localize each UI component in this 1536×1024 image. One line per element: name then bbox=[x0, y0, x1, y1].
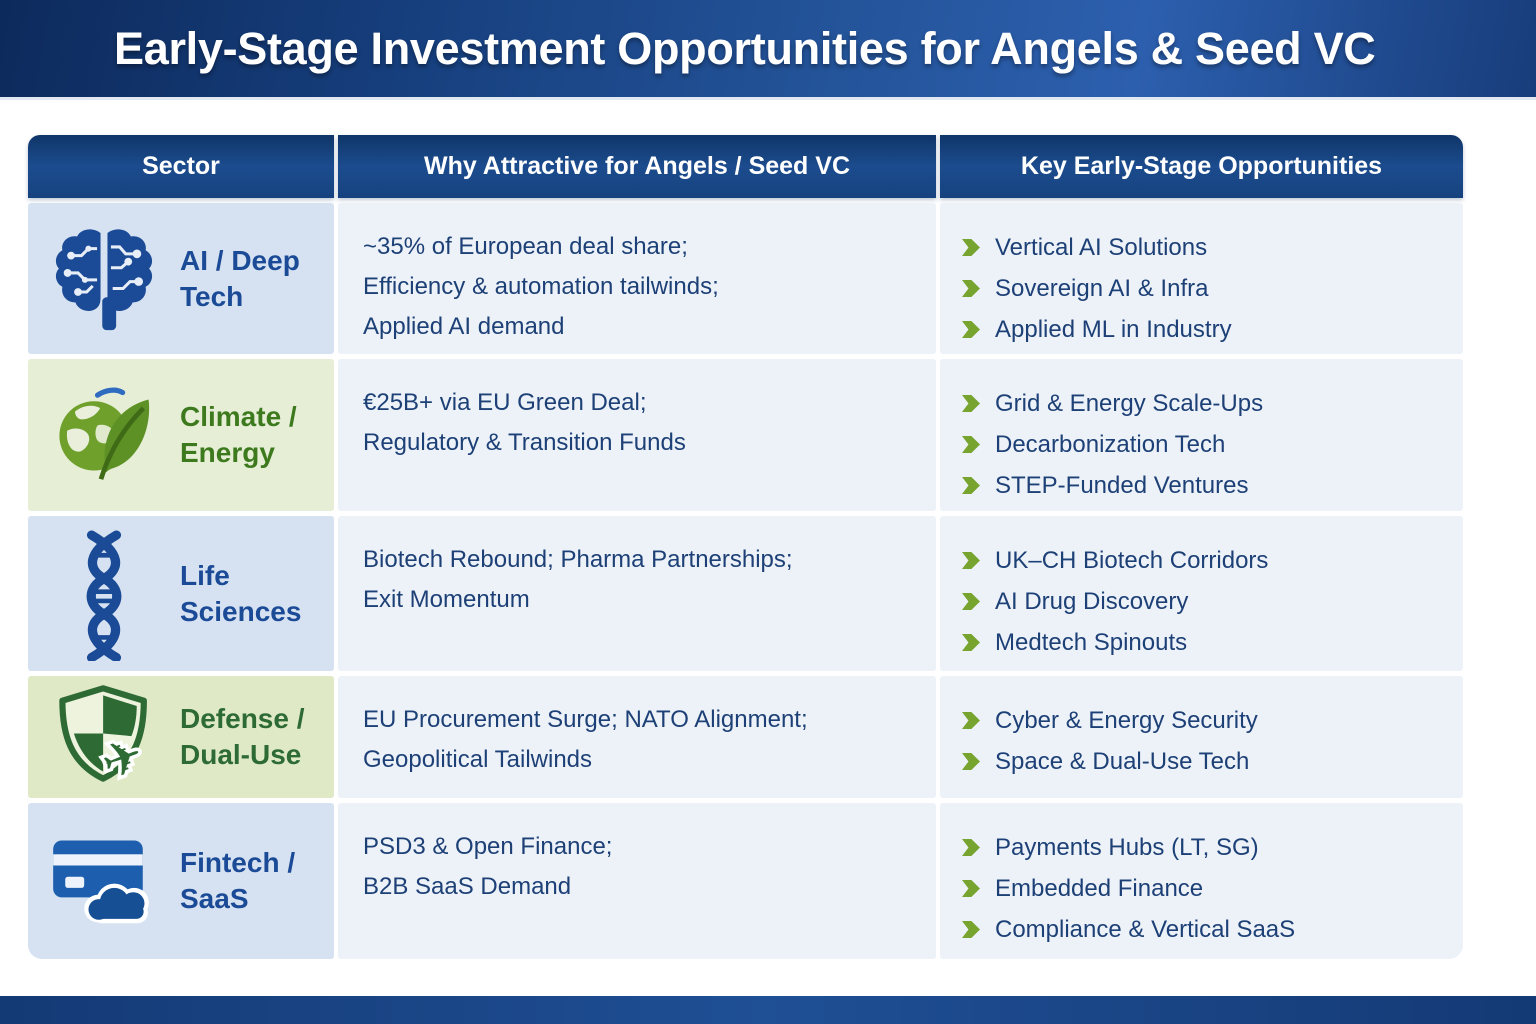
opportunities-cell: Cyber & Energy Security Space & Dual-Use … bbox=[940, 676, 1463, 798]
why-line: EU Procurement Surge; NATO Alignment; bbox=[363, 706, 808, 733]
why-line: Efficiency & automation tailwinds; bbox=[363, 273, 719, 300]
sector-label: Defense / Dual-Use bbox=[180, 703, 305, 770]
sector-label: Climate / Energy bbox=[180, 401, 297, 468]
chevron-bullet-icon bbox=[962, 712, 980, 729]
column-header-opportunities: Key Early-Stage Opportunities bbox=[940, 135, 1463, 198]
chevron-bullet-icon bbox=[962, 880, 980, 897]
chevron-bullet-icon bbox=[962, 280, 980, 297]
opportunities-list: Payments Hubs (LT, SG) Embedded Finance Co… bbox=[962, 827, 1455, 950]
opportunity-label: Sovereign AI & Infra bbox=[995, 274, 1209, 302]
chevron-bullet-icon bbox=[962, 477, 980, 494]
sector-cell: ✈ ✈ Defense / Dual-Use bbox=[28, 676, 334, 798]
why-attractive-cell: PSD3 & Open Finance; B2B SaaS Demand bbox=[338, 803, 936, 959]
opportunity-item: UK–CH Biotech Corridors bbox=[962, 540, 1455, 581]
why-line: Geopolitical Tailwinds bbox=[363, 746, 593, 773]
chevron-bullet-icon bbox=[962, 239, 980, 256]
why-line: B2B SaaS Demand bbox=[363, 873, 572, 900]
opportunity-label: Compliance & Vertical SaaS bbox=[995, 915, 1296, 943]
why-line: Applied AI demand bbox=[363, 313, 565, 340]
opportunity-label: Embedded Finance bbox=[995, 874, 1204, 902]
opportunity-label: Applied ML in Industry bbox=[995, 315, 1232, 343]
brain-circuit-icon bbox=[48, 224, 160, 334]
opportunity-label: Space & Dual-Use Tech bbox=[995, 747, 1250, 775]
opportunity-label: Decarbonization Tech bbox=[995, 430, 1226, 458]
card-cloud-icon bbox=[48, 831, 160, 931]
chevron-bullet-icon bbox=[962, 436, 980, 453]
chevron-bullet-icon bbox=[962, 552, 980, 569]
opportunity-item: AI Drug Discovery bbox=[962, 581, 1455, 622]
dna-icon bbox=[48, 527, 160, 661]
opportunities-cell: Payments Hubs (LT, SG) Embedded Finance Co… bbox=[940, 803, 1463, 959]
chevron-bullet-icon bbox=[962, 634, 980, 651]
shield-plane-icon: ✈ ✈ bbox=[48, 683, 160, 791]
chevron-bullet-icon bbox=[962, 395, 980, 412]
opportunity-item: Grid & Energy Scale-Ups bbox=[962, 383, 1455, 424]
chevron-bullet-icon bbox=[962, 593, 980, 610]
opportunity-item: STEP-Funded Ventures bbox=[962, 465, 1455, 506]
opportunities-list: Grid & Energy Scale-Ups Decarbonization T… bbox=[962, 383, 1455, 506]
opportunity-item: Compliance & Vertical SaaS bbox=[962, 909, 1455, 950]
opportunities-cell: UK–CH Biotech Corridors AI Drug Discovery… bbox=[940, 516, 1463, 671]
why-line: PSD3 & Open Finance; bbox=[363, 833, 613, 860]
opportunities-cell: Vertical AI Solutions Sovereign AI & Infr… bbox=[940, 203, 1463, 354]
column-header-why-attractive: Why Attractive for Angels / Seed VC bbox=[338, 135, 936, 198]
page-header: Early-Stage Investment Opportunities for… bbox=[0, 0, 1536, 100]
why-line: Regulatory & Transition Funds bbox=[363, 429, 686, 456]
footer-bar bbox=[0, 996, 1536, 1024]
opportunity-item: Payments Hubs (LT, SG) bbox=[962, 827, 1455, 868]
page-title: Early-Stage Investment Opportunities for… bbox=[114, 22, 1376, 74]
why-attractive-cell: €25B+ via EU Green Deal; Regulatory & Tra… bbox=[338, 359, 936, 511]
opportunities-list: UK–CH Biotech Corridors AI Drug Discovery… bbox=[962, 540, 1455, 663]
why-line: €25B+ via EU Green Deal; bbox=[363, 389, 647, 416]
column-header-sector: Sector bbox=[28, 135, 334, 198]
sector-label: Life Sciences bbox=[180, 559, 302, 627]
chevron-bullet-icon bbox=[962, 321, 980, 338]
why-line: ~35% of European deal share; bbox=[363, 233, 688, 260]
why-attractive-cell: ~35% of European deal share; Efficiency &… bbox=[338, 203, 936, 354]
sector-label: AI / Deep Tech bbox=[180, 244, 300, 312]
opportunity-label: STEP-Funded Ventures bbox=[995, 471, 1249, 499]
opportunity-item: Embedded Finance bbox=[962, 868, 1455, 909]
opportunity-label: Cyber & Energy Security bbox=[995, 706, 1258, 734]
opportunity-label: Grid & Energy Scale-Ups bbox=[995, 389, 1264, 417]
sector-cell: AI / Deep Tech bbox=[28, 203, 334, 354]
opportunities-list: Cyber & Energy Security Space & Dual-Use … bbox=[962, 700, 1455, 782]
chevron-bullet-icon bbox=[962, 921, 980, 938]
sector-cell: Life Sciences bbox=[28, 516, 334, 671]
opportunity-label: Payments Hubs (LT, SG) bbox=[995, 833, 1259, 861]
opportunity-item: Space & Dual-Use Tech bbox=[962, 741, 1455, 782]
opportunities-list: Vertical AI Solutions Sovereign AI & Infr… bbox=[962, 227, 1455, 350]
opportunity-label: AI Drug Discovery bbox=[995, 587, 1189, 615]
sector-cell: Climate / Energy bbox=[28, 359, 334, 511]
opportunity-item: Vertical AI Solutions bbox=[962, 227, 1455, 268]
opportunity-label: Vertical AI Solutions bbox=[995, 233, 1208, 261]
why-line: Biotech Rebound; Pharma Partnerships; bbox=[363, 546, 793, 573]
chevron-bullet-icon bbox=[962, 839, 980, 856]
opportunity-item: Decarbonization Tech bbox=[962, 424, 1455, 465]
why-attractive-cell: Biotech Rebound; Pharma Partnerships; Exi… bbox=[338, 516, 936, 671]
opportunity-label: Medtech Spinouts bbox=[995, 628, 1188, 656]
chevron-bullet-icon bbox=[962, 753, 980, 770]
why-line: Exit Momentum bbox=[363, 586, 530, 613]
opportunity-item: Applied ML in Industry bbox=[962, 309, 1455, 350]
opportunity-label: UK–CH Biotech Corridors bbox=[995, 546, 1269, 574]
opportunity-item: Cyber & Energy Security bbox=[962, 700, 1455, 741]
opportunity-item: Medtech Spinouts bbox=[962, 622, 1455, 663]
opportunity-item: Sovereign AI & Infra bbox=[962, 268, 1455, 309]
opportunities-cell: Grid & Energy Scale-Ups Decarbonization T… bbox=[940, 359, 1463, 511]
why-attractive-cell: EU Procurement Surge; NATO Alignment; Geo… bbox=[338, 676, 936, 798]
investment-table: Sector Why Attractive for Angels / Seed … bbox=[28, 135, 1463, 959]
sector-cell: Fintech / SaaS bbox=[28, 803, 334, 959]
sector-label: Fintech / SaaS bbox=[180, 847, 296, 914]
globe-leaf-icon bbox=[48, 382, 160, 488]
